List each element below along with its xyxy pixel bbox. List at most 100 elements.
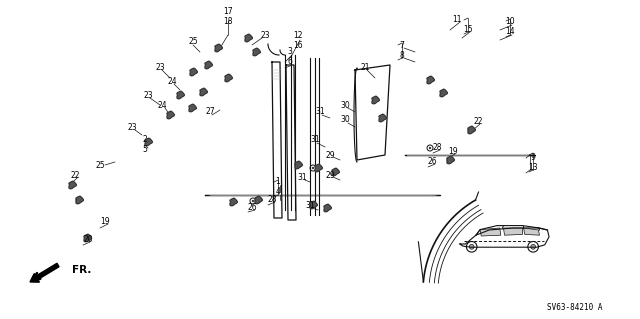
Text: 12: 12: [293, 32, 303, 41]
Circle shape: [469, 244, 474, 249]
Circle shape: [310, 165, 316, 171]
Circle shape: [252, 200, 254, 202]
Circle shape: [449, 159, 451, 161]
Text: 8: 8: [399, 50, 404, 60]
Circle shape: [250, 198, 256, 204]
Polygon shape: [230, 198, 237, 206]
Polygon shape: [295, 161, 302, 169]
Text: 30: 30: [340, 100, 350, 109]
Polygon shape: [468, 126, 476, 134]
Text: 21: 21: [360, 63, 370, 72]
Circle shape: [467, 241, 477, 252]
Polygon shape: [69, 181, 76, 189]
Circle shape: [468, 127, 474, 133]
Text: 29: 29: [325, 151, 335, 160]
Text: 22: 22: [473, 117, 483, 127]
Polygon shape: [225, 74, 232, 82]
Polygon shape: [324, 204, 332, 212]
Polygon shape: [524, 228, 540, 235]
FancyArrow shape: [30, 263, 59, 282]
Text: 30: 30: [340, 115, 350, 124]
Text: 1: 1: [276, 177, 280, 187]
Text: 24: 24: [167, 78, 177, 86]
Text: 24: 24: [157, 101, 167, 110]
Polygon shape: [76, 196, 83, 204]
Text: 28: 28: [432, 144, 442, 152]
Circle shape: [429, 147, 431, 149]
Polygon shape: [177, 91, 184, 99]
Text: 26: 26: [427, 158, 437, 167]
Text: 14: 14: [505, 27, 515, 36]
Circle shape: [85, 235, 91, 241]
Polygon shape: [480, 228, 501, 236]
Text: 29: 29: [325, 170, 335, 180]
Polygon shape: [310, 201, 317, 209]
Circle shape: [295, 162, 301, 168]
Polygon shape: [372, 96, 380, 104]
Text: 31: 31: [315, 108, 325, 116]
Text: 18: 18: [223, 18, 233, 26]
Text: 26: 26: [247, 204, 257, 212]
Text: 27: 27: [205, 108, 215, 116]
Text: 23: 23: [260, 32, 270, 41]
Circle shape: [255, 197, 261, 203]
Text: 3: 3: [287, 48, 292, 56]
Text: 15: 15: [463, 26, 473, 34]
Text: 9: 9: [531, 152, 536, 161]
Polygon shape: [440, 89, 447, 97]
Polygon shape: [189, 104, 196, 112]
Text: 2: 2: [143, 136, 147, 145]
Text: 10: 10: [505, 18, 515, 26]
Text: 23: 23: [143, 92, 153, 100]
Text: 22: 22: [70, 170, 80, 180]
Text: 5: 5: [143, 145, 147, 154]
Polygon shape: [84, 234, 92, 242]
Polygon shape: [200, 88, 207, 96]
Text: 31: 31: [305, 201, 315, 210]
Circle shape: [297, 164, 300, 166]
Circle shape: [528, 241, 538, 252]
Text: SV63-84210 A: SV63-84210 A: [547, 303, 603, 313]
Circle shape: [257, 199, 259, 201]
Text: 4: 4: [276, 188, 280, 197]
Polygon shape: [379, 114, 387, 122]
Circle shape: [76, 197, 82, 203]
Text: 11: 11: [452, 16, 461, 25]
Circle shape: [78, 199, 80, 201]
Polygon shape: [253, 48, 260, 56]
Polygon shape: [332, 168, 339, 176]
Text: 6: 6: [287, 57, 292, 66]
Polygon shape: [504, 228, 522, 235]
Circle shape: [87, 237, 89, 239]
Text: 13: 13: [528, 162, 538, 172]
Circle shape: [447, 157, 453, 163]
Text: 7: 7: [399, 41, 404, 49]
Text: 20: 20: [83, 235, 93, 244]
Polygon shape: [145, 138, 152, 146]
Text: FR.: FR.: [72, 265, 92, 275]
Polygon shape: [190, 68, 197, 76]
Circle shape: [470, 129, 472, 131]
Text: 25: 25: [188, 38, 198, 47]
Text: 19: 19: [448, 147, 458, 157]
Text: 23: 23: [155, 63, 165, 72]
Polygon shape: [255, 196, 262, 204]
Text: 19: 19: [100, 218, 110, 226]
Polygon shape: [167, 111, 174, 119]
Polygon shape: [205, 61, 212, 69]
Polygon shape: [215, 44, 222, 52]
Polygon shape: [447, 156, 454, 164]
Polygon shape: [315, 164, 323, 172]
Circle shape: [531, 244, 536, 249]
Circle shape: [427, 145, 433, 151]
Text: 28: 28: [268, 196, 276, 204]
Text: 25: 25: [95, 160, 105, 169]
Text: 17: 17: [223, 8, 233, 17]
Text: 23: 23: [127, 123, 137, 132]
Circle shape: [312, 167, 314, 169]
Text: 31: 31: [297, 174, 307, 182]
Polygon shape: [427, 76, 435, 84]
Text: 31: 31: [310, 136, 320, 145]
Polygon shape: [245, 34, 252, 42]
Text: 16: 16: [293, 41, 303, 50]
